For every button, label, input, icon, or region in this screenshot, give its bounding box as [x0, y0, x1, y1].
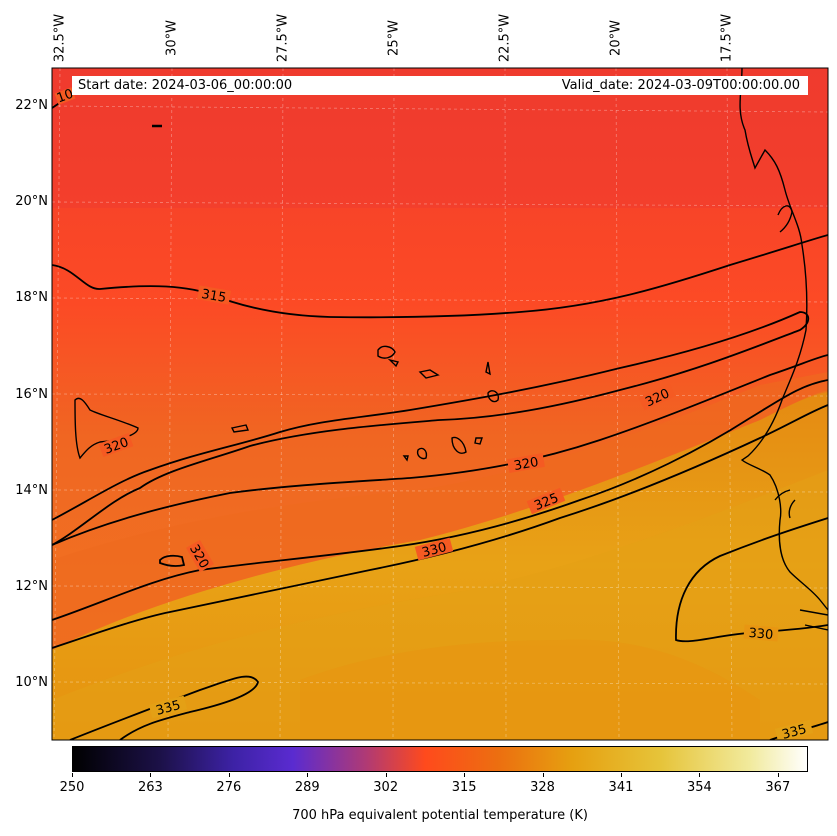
grid-lon-275 [279, 68, 284, 740]
contour-320-island [159, 554, 186, 567]
lon-label: 17.5°W [719, 13, 735, 63]
colorbar-tick [228, 773, 230, 777]
colorbar-tick [307, 773, 309, 777]
contour-320-west [52, 311, 810, 546]
colorbar-tick [150, 773, 152, 777]
grid-lon-225 [504, 68, 507, 740]
lat-label: 14°N [15, 483, 48, 498]
island-small-1 [230, 424, 249, 433]
contour-label: 330 [748, 626, 774, 643]
colorbar-tick-label: 276 [216, 780, 242, 795]
colorbar-tick-label: 289 [294, 780, 320, 795]
island-boa-vista [487, 390, 500, 403]
colorbar-fill [72, 746, 808, 772]
island-santo-antao [377, 345, 396, 359]
colorbar-tick-label: 302 [373, 780, 399, 795]
grid-lon-20 [615, 68, 620, 740]
grid-lon-325 [53, 68, 61, 740]
transition-band [52, 372, 828, 650]
colorbar-tick-label: 263 [138, 780, 163, 795]
lat-label: 16°N [15, 387, 48, 402]
date-info-box: Start date: 2024-03-06_00:00:00 Valid_da… [72, 76, 808, 95]
colorbar-tick [385, 773, 387, 777]
colorbar-tick [542, 773, 544, 777]
grid-lon-175 [726, 68, 733, 740]
lon-label: 32.5°W [52, 13, 68, 63]
start-date-label: Start date: 2024-03-06_00:00:00 [78, 78, 293, 93]
lon-label: 30°W [164, 20, 180, 56]
map-panel: 10 315 320 320 320 320 325 330 330 335 3… [52, 68, 828, 743]
coast-detail-1 [777, 205, 793, 233]
island-maio [474, 437, 483, 445]
coast-detail-2 [774, 489, 796, 519]
contour-315 [52, 234, 828, 319]
island-fogo [416, 447, 428, 460]
island-sao-vicente [387, 358, 400, 368]
lat-label: 22°N [15, 98, 48, 113]
grid-lon-25 [392, 68, 395, 740]
valid-date-label: Valid_date: 2024-03-09T00:00:00.00 [561, 78, 800, 93]
colorbar-tick-label: 354 [686, 780, 712, 795]
island-brava [402, 455, 409, 462]
lat-label: 10°N [15, 675, 48, 690]
contour-label: 330 [420, 540, 448, 561]
colorbar-tick-label: 367 [765, 780, 791, 795]
colorbar-tick [72, 773, 73, 777]
island-sal [485, 361, 491, 376]
colorbar-tick-label: 328 [530, 780, 555, 795]
colorbar-tick [699, 773, 701, 777]
lat-label: 12°N [15, 579, 48, 594]
contour-325 [52, 379, 828, 621]
lon-label: 22.5°W [497, 13, 513, 63]
coastlines [74, 68, 828, 631]
lat-label: 18°N [15, 290, 48, 305]
contour-320 [52, 354, 828, 546]
contour-label: 10 [55, 87, 76, 107]
island-santiago [451, 436, 467, 454]
colorbar-tick [777, 773, 779, 777]
graticule [52, 68, 828, 740]
contour-label: 335 [780, 722, 808, 743]
warm-streak [300, 639, 760, 740]
map-frame [51, 67, 829, 741]
grid-lon-30 [167, 68, 173, 740]
colorbar-tick [464, 773, 466, 777]
lon-label: 25°W [386, 20, 402, 56]
coast-detail-3 [799, 609, 828, 631]
lon-label: 27.5°W [275, 13, 291, 63]
contour-label-bg [54, 87, 814, 740]
contour-label: 320 [513, 455, 540, 474]
colorbar-tick-label: 315 [451, 780, 477, 795]
colorbar-tick-label: 341 [608, 780, 634, 795]
colorbar [72, 746, 808, 772]
lat-label: 20°N [15, 194, 48, 209]
colorbar-title: 700 hPa equivalent potential temperature… [292, 808, 588, 823]
contour-335 [69, 675, 259, 740]
lon-label: 20°W [608, 20, 624, 56]
island-sao-nicolau [418, 369, 440, 379]
colorbar-tick [620, 773, 622, 777]
contour-label: 335 [154, 698, 182, 719]
contour-label: 315 [200, 287, 227, 306]
africa-coastline [739, 68, 828, 611]
colorbar-tick-label: 250 [59, 780, 85, 795]
